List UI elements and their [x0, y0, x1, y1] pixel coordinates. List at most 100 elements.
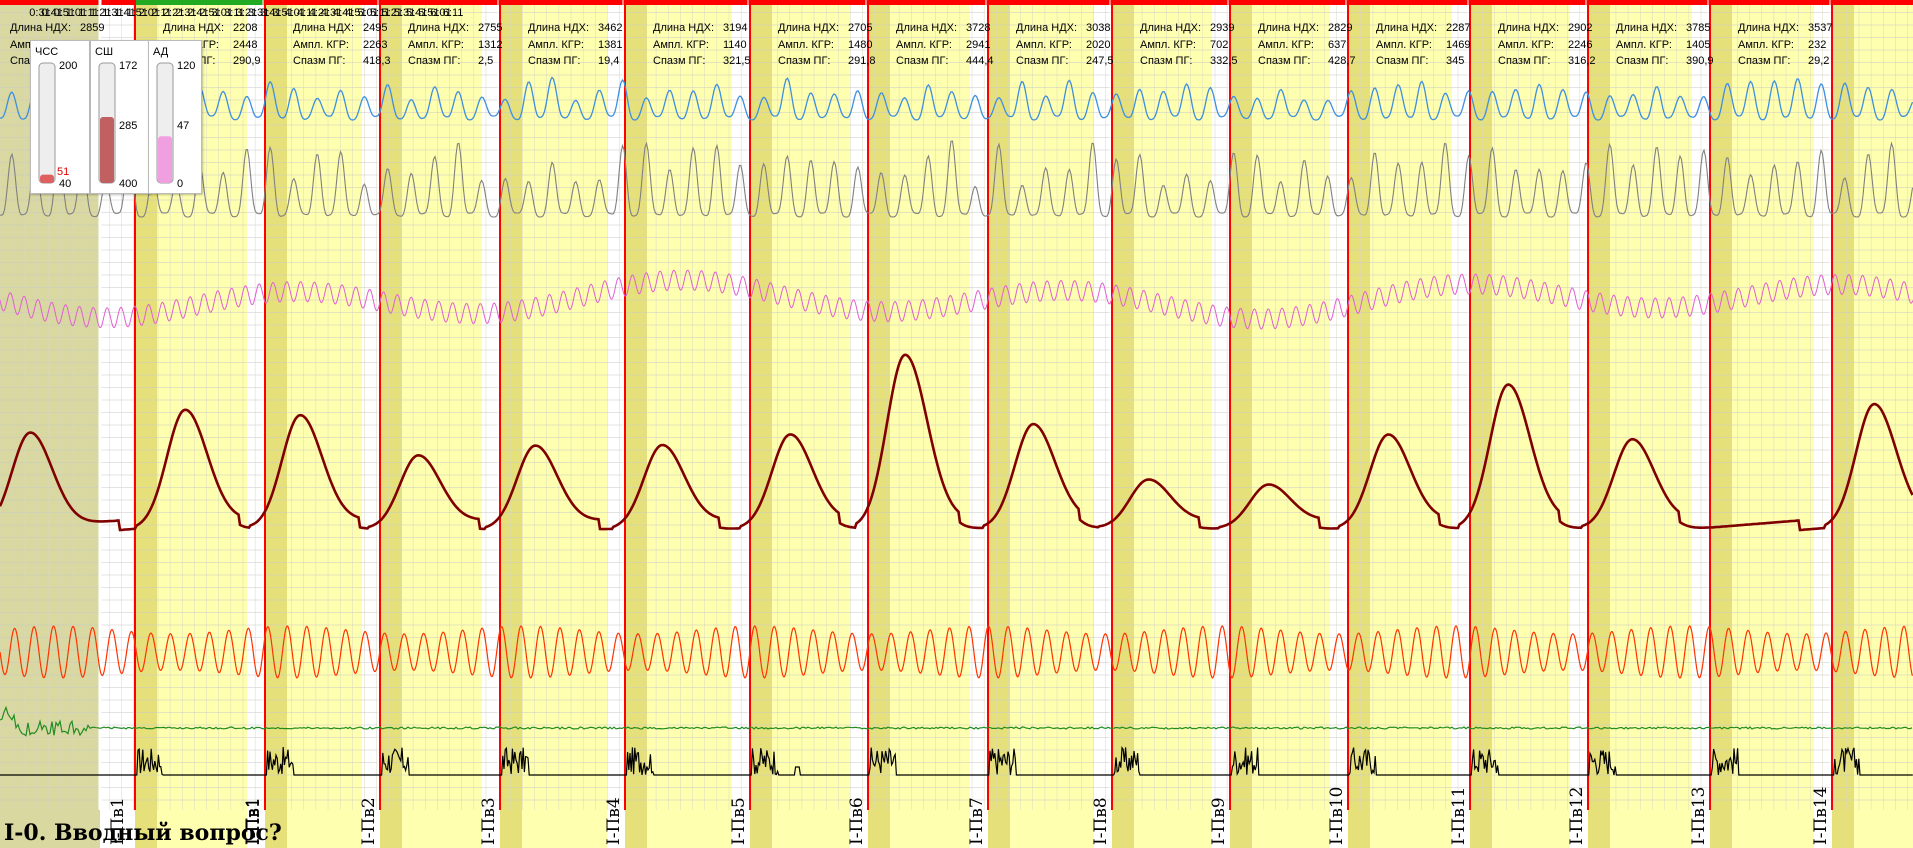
interval-label: I-Пв2	[359, 797, 379, 845]
stat-value: 2208	[233, 22, 257, 34]
breath-upper-trace	[0, 76, 1913, 121]
question-band	[750, 0, 772, 848]
gauge-bottom-value: 400	[119, 178, 137, 190]
stat-value: 2,5	[478, 55, 493, 67]
stat-value: 418,3	[363, 55, 391, 67]
breath-lower-trace	[0, 140, 1913, 218]
time-tick: 6:01	[430, 7, 451, 19]
time-tick: 2:41	[187, 7, 208, 19]
interval-label: I-Пв9	[1209, 797, 1229, 845]
time-tick: 3:21	[236, 7, 257, 19]
stat-label: Спазм ПГ:	[1616, 55, 1668, 67]
question-band	[1470, 0, 1492, 848]
stat-value: 2941	[966, 39, 990, 51]
stat-label: Спазм ПГ:	[896, 55, 948, 67]
question-band	[988, 0, 1010, 848]
stat-label: Длина НДХ:	[1140, 22, 1201, 34]
interval-band	[1134, 0, 1212, 848]
time-tick: 4:01	[284, 7, 305, 19]
interval-band	[1610, 0, 1692, 848]
stat-value: 1140	[723, 39, 747, 51]
stat-label: Длина НДХ:	[1258, 22, 1319, 34]
stat-value: 1469	[1446, 39, 1470, 51]
interval-label: I-Пв1	[244, 797, 264, 845]
interval-band	[402, 0, 482, 848]
interval-stats: Длина НДХ: 2902 Ампл. КГР: 2246 Спазм ПГ: 316…	[1498, 22, 1596, 67]
interval-band	[287, 0, 362, 848]
time-tick: 4:31	[321, 7, 342, 19]
time-tick: 1:11	[78, 7, 99, 19]
stat-label: Длина НДХ:	[163, 22, 224, 34]
stat-value: 1480	[848, 39, 872, 51]
time-tick: 5:01	[357, 7, 378, 19]
time-tick: 3:11	[224, 7, 245, 19]
interval-stats: Длина НДХ: 3537 Ампл. КГР: 232 Спазм ПГ: 29,2	[1738, 22, 1832, 67]
interval-stats: Длина НДХ: 3462 Ампл. КГР: 1381 Спазм ПГ: 19,…	[528, 22, 622, 67]
stat-label: Длина НДХ:	[1498, 22, 1559, 34]
time-tick: 1:41	[114, 7, 135, 19]
gauge-tube	[38, 62, 56, 184]
gsr-trace	[0, 353, 1913, 532]
stat-value: 2902	[1568, 22, 1592, 34]
interval-label: I-Пв14	[1811, 787, 1831, 846]
stat-label: Длина НДХ:	[1616, 22, 1677, 34]
hr-gauge: ЧСС 200 51 40	[30, 40, 90, 194]
time-tick: 3:01	[212, 7, 233, 19]
stat-value: 390,9	[1686, 55, 1714, 67]
stat-value: 332,5	[1210, 55, 1238, 67]
stat-value: 247,5	[1086, 55, 1114, 67]
stat-value: 2263	[363, 39, 387, 51]
gauge-name: СШ	[95, 46, 113, 58]
stat-label: Ампл. КГР:	[653, 39, 709, 51]
time-tick: 1:21	[90, 7, 111, 19]
stat-label: Ампл. КГР:	[1140, 39, 1196, 51]
interval-stats: Длина НДХ: 3728 Ампл. КГР: 2941 Спазм ПГ: 444…	[896, 22, 994, 67]
stat-label: Спазм ПГ:	[653, 55, 705, 67]
question-band	[1832, 0, 1854, 848]
stat-value: 3537	[1808, 22, 1832, 34]
stat-label: Ампл. КГР:	[293, 39, 349, 51]
bp-trace	[0, 269, 1913, 330]
time-tick: 2:01	[139, 7, 160, 19]
gauge-top-value: 172	[119, 60, 137, 72]
interval-stats: Длина НДХ: 2829 Ампл. КГР: 637 Спазм ПГ: 428,…	[1258, 22, 1356, 67]
stat-label: Ампл. КГР:	[778, 39, 834, 51]
motion-trace	[0, 746, 1913, 777]
stat-label: Длина НДХ:	[293, 22, 354, 34]
time-tick: 1:31	[102, 7, 123, 19]
stat-label: Ампл. КГР:	[896, 39, 952, 51]
interval-stats: Длина НДХ: 2755 Ампл. КГР: 1312 Спазм ПГ: 2,5	[408, 22, 502, 67]
time-tick: 4:21	[309, 7, 330, 19]
stat-value: 2939	[1210, 22, 1234, 34]
stat-label: Спазм ПГ:	[528, 55, 580, 67]
interval-band	[772, 0, 850, 848]
interval-label: I-Пв7	[967, 797, 987, 845]
stat-label: Ампл. КГР:	[408, 39, 464, 51]
stat-value: 3462	[598, 22, 622, 34]
stat-value: 3785	[1686, 22, 1710, 34]
interval-band	[522, 0, 607, 848]
question-band	[265, 0, 287, 848]
gauge-middle-value: 285	[119, 120, 137, 132]
stat-value: 1405	[1686, 39, 1710, 51]
time-tick: 5:11	[370, 7, 391, 19]
interval-label: I-Пв1	[243, 797, 263, 845]
stat-value: 345	[1446, 55, 1464, 67]
stat-label: Спазм ПГ:	[1016, 55, 1068, 67]
interval-stats: Длина НДХ: 3038 Ампл. КГР: 2020 Спазм ПГ: 247…	[1016, 22, 1114, 67]
stat-label: Ампл. КГР:	[528, 39, 584, 51]
header-bar-active	[135, 0, 265, 5]
tremor-trace	[0, 705, 1913, 737]
question-band	[1230, 0, 1252, 848]
time-tick: 6:11	[443, 7, 464, 19]
stat-label: Спазм ПГ:	[1258, 55, 1310, 67]
stat-value: 321,5	[723, 55, 751, 67]
stat-label: Длина НДХ:	[1016, 22, 1077, 34]
interval-stats: Длина НДХ: 2705 Ампл. КГР: 1480 Спазм ПГ: 291…	[778, 22, 876, 67]
time-tick: 4:41	[333, 7, 354, 19]
stat-value: 2829	[1328, 22, 1352, 34]
gauge-middle-value: 47	[177, 120, 189, 132]
interval-label: I-Пв13	[1689, 787, 1709, 846]
stat-value: 444,4	[966, 55, 994, 67]
interval-band	[647, 0, 732, 848]
